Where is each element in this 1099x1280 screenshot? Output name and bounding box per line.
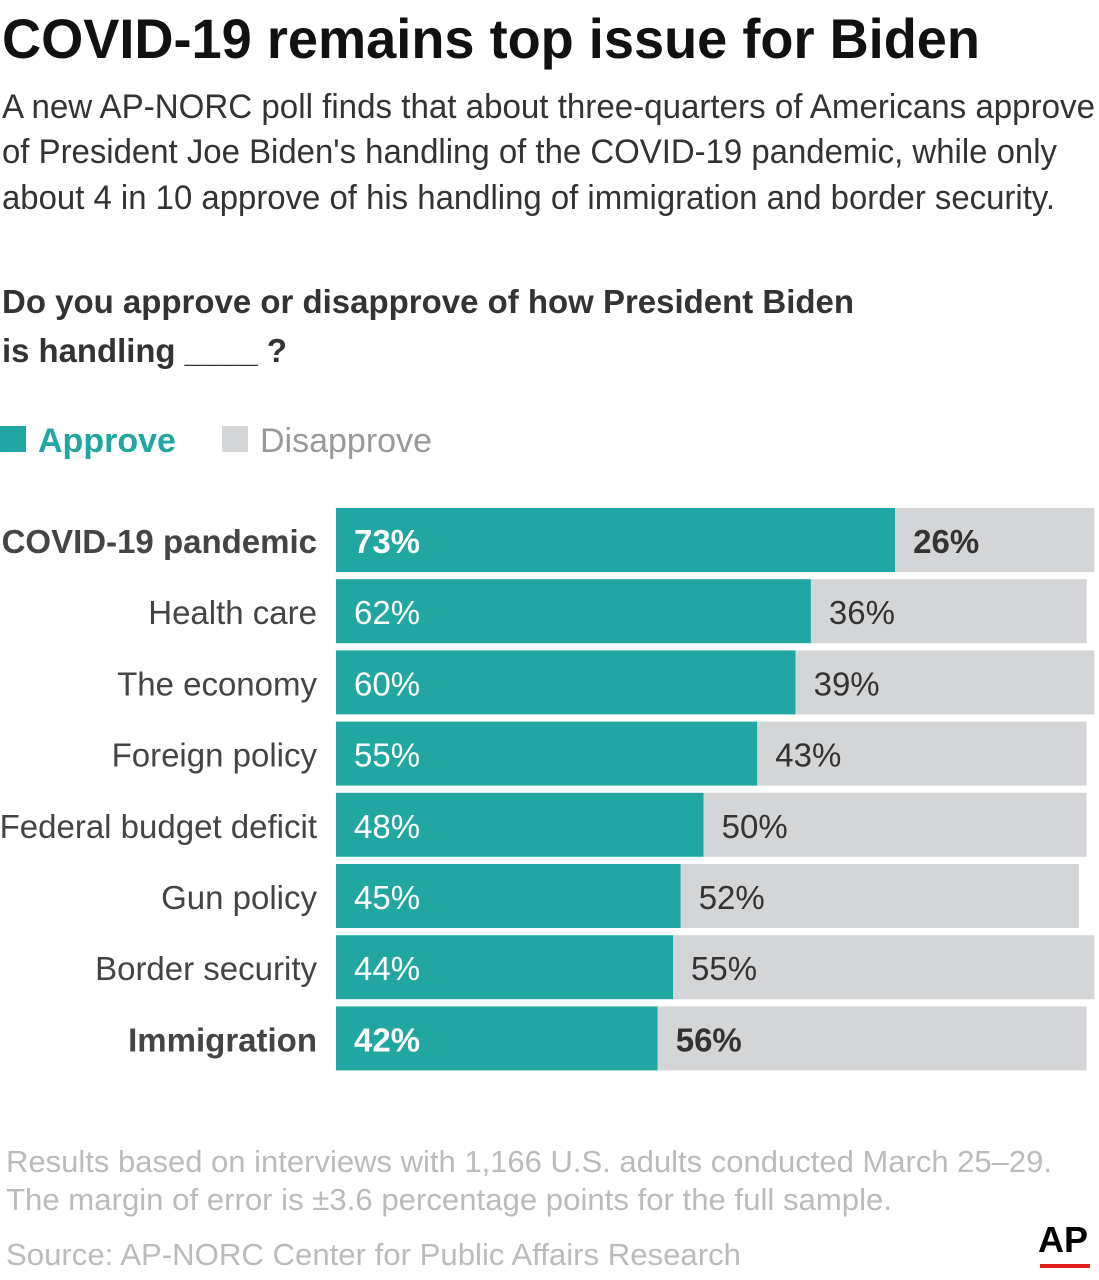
bar [703,792,1087,857]
legend-swatch [0,426,26,452]
bar [680,864,1080,928]
category-label: Gun policy [161,879,317,916]
value-label: 43% [775,737,841,774]
note: Results based on interviews with 1,166 U… [6,1144,1052,1179]
bar [757,721,1087,786]
source: Source: AP-NORC Center for Public Affair… [6,1237,741,1272]
bar [336,508,896,572]
bar [336,721,758,786]
subtitle: of President Joe Biden's handling of the… [2,133,1057,171]
value-label: 26% [913,523,979,560]
question: Do you approve or disapprove of how Pres… [2,283,854,320]
bar [895,508,1095,572]
chart-title: COVID-19 remains top issue for Biden [2,7,980,70]
subtitle: about 4 in 10 approve of his handling of… [2,179,1055,217]
logo-underline [1040,1264,1090,1268]
value-label: 55% [691,950,757,987]
bar [795,650,1095,715]
category-label: Foreign policy [112,737,318,774]
legend-label: Approve [38,422,176,460]
value-label: 45% [354,879,420,916]
bar [810,579,1087,644]
value-label: 36% [829,594,895,631]
note: The margin of error is ±3.6 percentage p… [6,1182,892,1217]
bar [336,650,796,715]
value-label: 62% [354,594,420,631]
bar [336,864,681,928]
value-label: 56% [676,1021,742,1058]
legend-swatch [222,426,248,452]
logo: AP [1038,1219,1088,1260]
value-label: 60% [354,665,420,702]
value-label: 55% [354,737,420,774]
legend-label: Disapprove [260,422,432,460]
category-label: Federal budget deficit [0,808,317,845]
value-label: 48% [354,808,420,845]
bar [673,935,1095,1000]
question: is handling ____ ? [2,332,287,369]
value-label: 52% [699,879,765,916]
bar [336,792,704,857]
category-label: Immigration [128,1021,317,1058]
bar [336,579,811,644]
value-label: 39% [814,665,880,702]
category-label: Health care [148,594,317,631]
subtitle: A new AP-NORC poll finds that about thre… [2,88,1095,126]
bar [657,1006,1087,1071]
value-label: 44% [354,950,420,987]
value-label: 42% [354,1021,420,1058]
category-label: COVID-19 pandemic [2,523,317,560]
value-label: 50% [722,808,788,845]
bar [336,935,674,1000]
bar [336,1006,658,1071]
category-label: The economy [117,665,317,702]
category-label: Border security [95,950,317,987]
value-label: 73% [354,523,420,560]
